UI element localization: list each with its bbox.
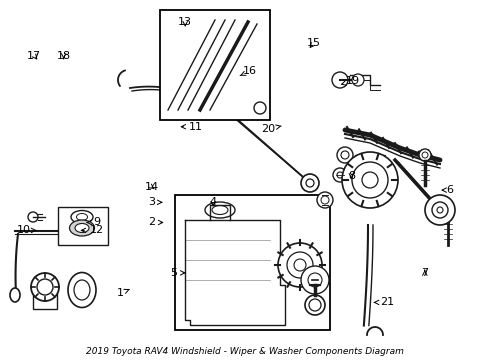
- Circle shape: [28, 212, 38, 222]
- Ellipse shape: [205, 202, 235, 218]
- Circle shape: [445, 212, 450, 217]
- Text: 11: 11: [181, 122, 203, 132]
- Circle shape: [306, 179, 314, 187]
- Bar: [33, 293, 57, 309]
- Text: 16: 16: [240, 66, 257, 76]
- Ellipse shape: [10, 288, 20, 302]
- Circle shape: [309, 299, 321, 311]
- Text: 3: 3: [148, 197, 162, 207]
- Bar: [355, 155, 385, 173]
- Text: 20: 20: [262, 124, 281, 134]
- Circle shape: [278, 243, 322, 287]
- Circle shape: [432, 202, 448, 218]
- Ellipse shape: [70, 220, 95, 236]
- Bar: [58, 207, 108, 245]
- Circle shape: [321, 196, 329, 204]
- Text: 6: 6: [442, 185, 453, 195]
- Circle shape: [337, 172, 343, 178]
- Text: 5: 5: [171, 268, 185, 278]
- Circle shape: [287, 252, 313, 278]
- Circle shape: [443, 210, 453, 220]
- Text: 15: 15: [307, 38, 320, 48]
- Ellipse shape: [68, 273, 96, 307]
- Ellipse shape: [76, 213, 88, 220]
- Text: 21: 21: [374, 297, 394, 307]
- Text: 18: 18: [57, 51, 71, 61]
- Circle shape: [37, 279, 53, 295]
- Text: 13: 13: [178, 17, 192, 27]
- Ellipse shape: [75, 224, 89, 233]
- Circle shape: [301, 266, 329, 294]
- Text: 9: 9: [87, 217, 100, 228]
- Text: 2019 Toyota RAV4 Windshield - Wiper & Washer Components Diagram: 2019 Toyota RAV4 Windshield - Wiper & Wa…: [86, 347, 404, 356]
- Circle shape: [352, 162, 388, 198]
- Bar: [160, 10, 270, 120]
- Ellipse shape: [212, 206, 228, 215]
- Circle shape: [31, 273, 59, 301]
- Bar: [175, 195, 330, 330]
- Text: 10: 10: [17, 225, 36, 235]
- Text: 12: 12: [81, 225, 104, 235]
- Text: 19: 19: [342, 76, 360, 86]
- Circle shape: [308, 273, 322, 287]
- Text: 4: 4: [210, 197, 217, 207]
- Circle shape: [422, 152, 428, 158]
- Circle shape: [337, 147, 353, 163]
- Circle shape: [341, 151, 349, 159]
- Text: 14: 14: [145, 182, 159, 192]
- Circle shape: [352, 74, 364, 86]
- Text: 2: 2: [148, 217, 163, 228]
- Circle shape: [333, 168, 347, 182]
- Text: 7: 7: [421, 268, 428, 278]
- Circle shape: [332, 72, 348, 88]
- Circle shape: [317, 192, 333, 208]
- Circle shape: [425, 195, 455, 225]
- Text: 8: 8: [348, 171, 355, 181]
- Circle shape: [301, 174, 319, 192]
- Circle shape: [254, 102, 266, 114]
- Circle shape: [305, 295, 325, 315]
- Circle shape: [437, 207, 443, 213]
- Circle shape: [342, 152, 398, 208]
- Circle shape: [362, 172, 378, 188]
- Circle shape: [294, 259, 306, 271]
- Circle shape: [419, 149, 431, 161]
- Text: 17: 17: [27, 51, 41, 61]
- Ellipse shape: [74, 280, 90, 300]
- Text: 1: 1: [117, 288, 129, 298]
- Ellipse shape: [71, 211, 93, 224]
